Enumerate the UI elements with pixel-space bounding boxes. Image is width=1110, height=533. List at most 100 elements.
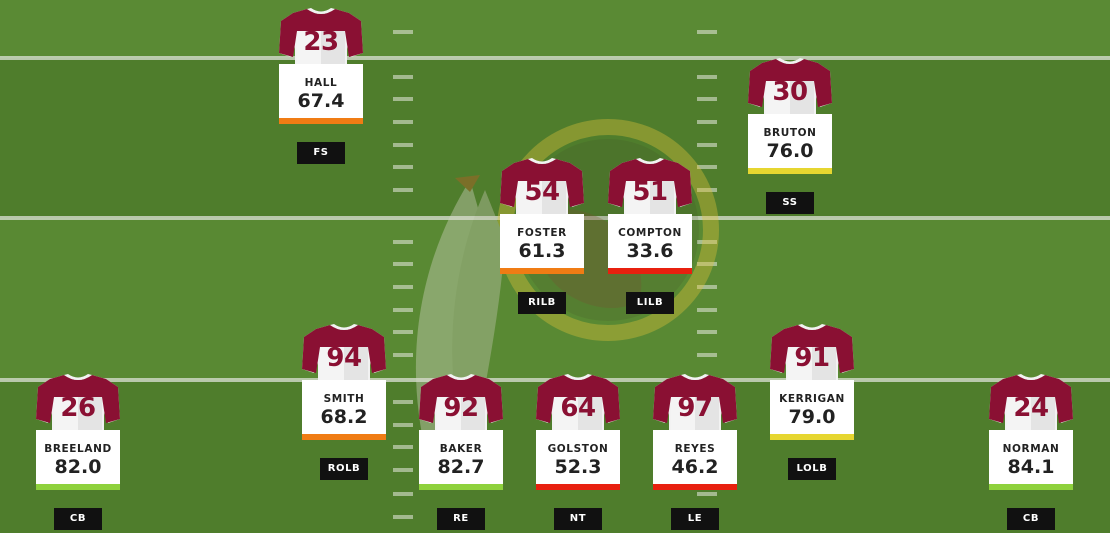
hash-mark [697, 285, 717, 289]
hash-mark [697, 330, 717, 334]
hash-mark [697, 308, 717, 312]
player-card: REYES 46.2 [653, 430, 737, 490]
hash-mark [393, 188, 413, 192]
jersey-number: 97 [677, 393, 713, 423]
hash-mark [393, 445, 413, 449]
player-name: NORMAN [1002, 443, 1060, 455]
hash-mark [393, 75, 413, 79]
position-badge: LE [671, 508, 719, 530]
player-card: BRUTON 76.0 [748, 114, 832, 174]
jersey-icon: 54 [500, 157, 584, 225]
grade-color-bar [989, 484, 1073, 490]
jersey-icon: 23 [279, 7, 363, 75]
hash-mark [697, 188, 717, 192]
grade-color-bar [770, 434, 854, 440]
player-name: BREELAND [44, 443, 112, 455]
jersey-number: 64 [560, 393, 596, 423]
position-badge: RE [437, 508, 485, 530]
jersey-number: 23 [303, 27, 339, 57]
player-grade: 79.0 [788, 406, 836, 428]
hash-mark [697, 262, 717, 266]
jersey-number: 91 [794, 343, 830, 373]
player-grade: 67.4 [297, 90, 345, 112]
grade-color-bar [748, 168, 832, 174]
player-grade: 82.0 [54, 456, 102, 478]
jersey-number: 54 [524, 177, 560, 207]
position-badge: CB [1007, 508, 1055, 530]
hash-mark [697, 143, 717, 147]
hash-mark [393, 262, 413, 266]
jersey-number: 94 [326, 343, 362, 373]
player-card: FOSTER 61.3 [500, 214, 584, 274]
position-badge: LOLB [788, 458, 836, 480]
player-grade: 52.3 [554, 456, 602, 478]
hash-mark [393, 240, 413, 244]
player-name: KERRIGAN [779, 393, 845, 405]
jersey-number: 51 [632, 177, 668, 207]
grade-color-bar [419, 484, 503, 490]
hash-mark [697, 97, 717, 101]
grade-color-bar [536, 484, 620, 490]
hash-mark [393, 353, 413, 357]
grade-color-bar [36, 484, 120, 490]
hash-mark [697, 75, 717, 79]
position-badge: CB [54, 508, 102, 530]
player-card: BREELAND 82.0 [36, 430, 120, 490]
hash-mark [697, 353, 717, 357]
player-grade: 61.3 [518, 240, 566, 262]
hash-mark [393, 400, 413, 404]
player-card: NORMAN 84.1 [989, 430, 1073, 490]
player-card: SMITH 68.2 [302, 380, 386, 440]
player-grade: 82.7 [437, 456, 485, 478]
position-badge: FS [297, 142, 345, 164]
hash-mark [393, 330, 413, 334]
player-name: BAKER [439, 443, 483, 455]
player-grade: 68.2 [320, 406, 368, 428]
jersey-number: 26 [60, 393, 96, 423]
hash-mark [393, 492, 413, 496]
jersey-number: 92 [443, 393, 479, 423]
position-badge: RILB [518, 292, 566, 314]
hash-mark [697, 30, 717, 34]
hash-mark [697, 492, 717, 496]
hash-mark [393, 308, 413, 312]
position-badge: ROLB [320, 458, 368, 480]
grade-color-bar [302, 434, 386, 440]
grade-color-bar [653, 484, 737, 490]
jersey-icon: 94 [302, 323, 386, 391]
jersey-icon: 97 [653, 373, 737, 441]
jersey-icon: 30 [748, 57, 832, 125]
hash-mark [393, 143, 413, 147]
player-name: REYES [674, 443, 716, 455]
player-card: HALL 67.4 [279, 64, 363, 124]
player-card: KERRIGAN 79.0 [770, 380, 854, 440]
grade-color-bar [608, 268, 692, 274]
hash-mark [697, 165, 717, 169]
hash-mark [393, 120, 413, 124]
jersey-number: 30 [772, 77, 808, 107]
jersey-icon: 92 [419, 373, 503, 441]
player-name: GOLSTON [547, 443, 609, 455]
player-card: BAKER 82.7 [419, 430, 503, 490]
grade-color-bar [279, 118, 363, 124]
player-name: FOSTER [517, 227, 567, 239]
player-name: COMPTON [618, 227, 682, 239]
player-grade: 76.0 [766, 140, 814, 162]
hash-mark [393, 515, 413, 519]
player-card: COMPTON 33.6 [608, 214, 692, 274]
hash-mark [393, 97, 413, 101]
player-card: GOLSTON 52.3 [536, 430, 620, 490]
player-grade: 33.6 [626, 240, 674, 262]
hash-mark [393, 423, 413, 427]
player-grade: 84.1 [1007, 456, 1055, 478]
position-badge: LILB [626, 292, 674, 314]
player-name: HALL [304, 77, 338, 89]
player-name: SMITH [323, 393, 365, 405]
position-badge: SS [766, 192, 814, 214]
player-name: BRUTON [763, 127, 817, 139]
yard-line [0, 56, 1110, 60]
hash-mark [393, 165, 413, 169]
grade-color-bar [500, 268, 584, 274]
hash-mark [393, 468, 413, 472]
position-badge: NT [554, 508, 602, 530]
